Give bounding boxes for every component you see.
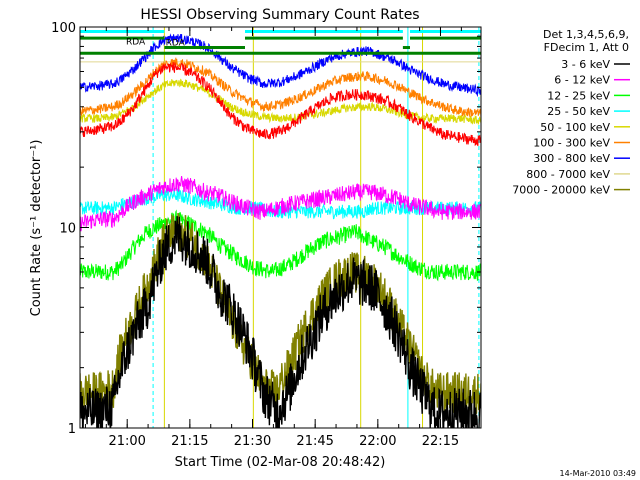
series-layer: RDA RDA <box>80 27 481 428</box>
legend-label: 100 - 300 keV <box>533 137 610 150</box>
x-axis-title: Start Time (02-Mar-08 20:48:42) <box>175 455 386 470</box>
series-100-300-kev <box>80 57 481 118</box>
series-line <box>80 176 481 232</box>
legend: Det 1,3,4,5,6,9, FDecim 1, Att 0 3 - 6 k… <box>512 28 630 197</box>
legend-label: 12 - 25 keV <box>547 89 610 102</box>
series-12-25-kev <box>80 209 481 282</box>
legend-label: 7000 - 20000 keV <box>512 184 610 197</box>
y-tick-label: 100 <box>51 21 76 36</box>
x-tick-label: 21:00 <box>108 434 145 449</box>
series-unlabeled <box>80 62 481 147</box>
legend-label: 25 - 50 keV <box>547 105 610 118</box>
x-tick-label: 21:30 <box>234 434 271 449</box>
legend-entries: 3 - 6 keV 6 - 12 keV 12 - 25 keV 25 - 50 ke… <box>512 58 630 197</box>
x-tick-label: 21:15 <box>171 434 208 449</box>
x-tick-label: 21:45 <box>296 434 333 449</box>
legend-label: 50 - 100 keV <box>540 121 610 134</box>
series-line <box>80 57 481 118</box>
series-line <box>80 209 481 282</box>
series-3-6-kev <box>80 216 481 428</box>
plot-timestamp: 14-Mar-2010 03:49 <box>560 469 637 478</box>
series-line <box>80 33 481 98</box>
legend-label: 300 - 800 keV <box>533 152 610 165</box>
legend-label: 6 - 12 keV <box>554 74 610 87</box>
series-line <box>80 62 481 147</box>
legend-header-line: Det 1,3,4,5,6,9, <box>543 28 629 41</box>
y-tick-label: 1 <box>68 422 76 437</box>
series-6-12-kev <box>80 176 481 232</box>
axis-ticks: 21:00 21:15 21:30 21:45 22:00 22:15 1 10 100 <box>51 21 481 449</box>
y-axis-title: Count Rate (s⁻¹ detector⁻¹) <box>29 140 44 317</box>
state-bar-label: RDA <box>126 37 146 47</box>
x-tick-label: 22:15 <box>422 434 459 449</box>
legend-label: 800 - 7000 keV <box>526 168 610 181</box>
x-tick-label: 22:00 <box>359 434 396 449</box>
legend-header-line: FDecim 1, Att 0 <box>544 41 629 54</box>
series-300-800-kev <box>80 33 481 98</box>
chart-title: HESSI Observing Summary Count Rates <box>140 7 419 23</box>
state-bar-label: RDA <box>166 39 186 49</box>
plot-area: RDA RDA <box>80 27 481 428</box>
y-tick-label: 10 <box>59 222 76 237</box>
series-line <box>80 216 481 428</box>
legend-label: 3 - 6 keV <box>561 58 610 71</box>
